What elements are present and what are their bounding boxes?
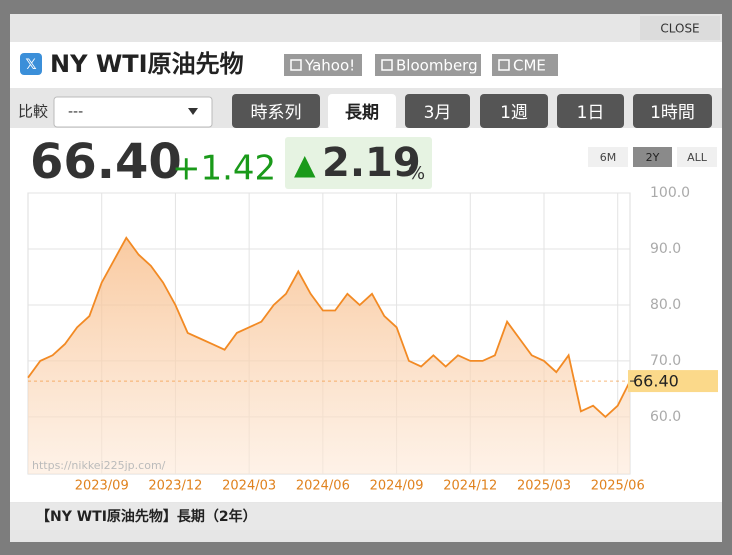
range-button[interactable] (633, 147, 672, 167)
area (28, 237, 630, 474)
link-icon (381, 59, 393, 71)
source-link-label[interactable]: Yahoo! (304, 57, 355, 75)
source-link[interactable] (284, 54, 362, 76)
tab-label[interactable]: 3月 (424, 103, 452, 123)
compare-select[interactable] (53, 96, 213, 128)
price: 66.40 (30, 134, 182, 190)
x-icon[interactable] (20, 53, 42, 75)
link-icon (498, 59, 510, 71)
last-price-box (628, 370, 718, 393)
range-label[interactable]: 2Y (646, 151, 660, 164)
header (10, 42, 722, 88)
tab-label[interactable]: 1日 (577, 103, 605, 123)
tab[interactable] (405, 94, 470, 128)
watermark: https://nikkei225jp.com/ (32, 459, 166, 472)
source-link-label[interactable]: Bloomberg (396, 57, 478, 75)
tab[interactable] (480, 94, 548, 128)
compare-label: 比較 (18, 103, 48, 121)
pct-unit: % (408, 163, 425, 184)
tab-label[interactable]: 1時間 (650, 103, 695, 123)
x-tick-label: 2024/09 (370, 479, 424, 494)
source-link-label[interactable]: CME (513, 57, 546, 75)
range-label[interactable]: 6M (600, 151, 617, 164)
compare-value: --- (68, 104, 83, 120)
x-tick-label: 2024/03 (222, 479, 276, 494)
y-tick-label: 70.0 (650, 353, 681, 369)
range-label[interactable]: ALL (687, 151, 708, 164)
range-button[interactable] (677, 147, 717, 167)
tab[interactable] (328, 94, 396, 130)
close-label[interactable]: CLOSE (660, 22, 699, 36)
y-tick-label: 80.0 (650, 297, 681, 313)
title: NY WTI原油先物 (50, 50, 244, 78)
footer-bar (10, 503, 722, 530)
close-button[interactable] (640, 16, 720, 40)
x-tick-label: 2025/06 (591, 479, 645, 494)
x-tick-label: 2025/03 (517, 479, 571, 494)
change-pct: 2.19 (322, 140, 421, 186)
source-link[interactable] (375, 54, 481, 76)
y-tick-label: 90.0 (650, 241, 681, 257)
tab-label[interactable]: 長期 (345, 103, 379, 123)
line (27, 236, 631, 419)
tab[interactable] (232, 94, 320, 128)
footer: 【NY WTI原油先物】長期（2年） (36, 508, 257, 525)
tab[interactable] (557, 94, 624, 128)
y-tick-label: 60.0 (650, 409, 681, 425)
link-icon (290, 59, 302, 71)
x-icon-glyph: 𝕏 (25, 57, 36, 73)
x-tick-label: 2023/09 (75, 479, 129, 494)
change: +1.42 (172, 149, 276, 189)
change-arrow: ▲ (294, 148, 316, 181)
range-button[interactable] (588, 147, 628, 167)
tab-label[interactable]: 時系列 (251, 103, 302, 123)
x-tick-label: 2023/12 (148, 479, 202, 494)
select-arrow (188, 108, 198, 115)
x-tick-label: 2024/06 (296, 479, 350, 494)
last-price-label: 66.40 (633, 372, 679, 391)
tab[interactable] (633, 94, 712, 128)
change-box (285, 137, 432, 189)
tab-label[interactable]: 1週 (500, 103, 528, 123)
x-tick-label: 2024/12 (443, 479, 497, 494)
y-tick-label: 100.0 (650, 185, 690, 201)
